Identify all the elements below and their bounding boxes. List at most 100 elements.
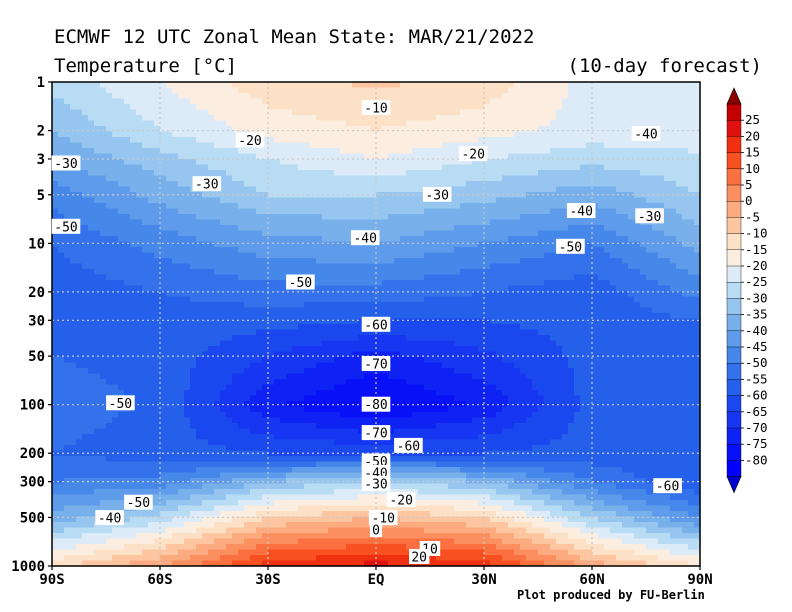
heatmap-cell <box>94 263 101 270</box>
heatmap-cell <box>76 192 83 199</box>
heatmap-cell <box>130 137 137 144</box>
heatmap-cell <box>610 98 617 105</box>
heatmap-cell <box>640 274 647 281</box>
heatmap-cell <box>688 307 695 314</box>
heatmap-cell <box>256 192 263 199</box>
heatmap-cell <box>202 126 209 133</box>
heatmap-cell <box>418 263 425 270</box>
heatmap-cell <box>184 263 191 270</box>
heatmap-cell <box>106 313 113 320</box>
heatmap-cell <box>394 219 401 226</box>
heatmap-cell <box>88 82 95 89</box>
heatmap-cell <box>130 120 137 127</box>
heatmap-cell <box>286 225 293 232</box>
heatmap-cell <box>298 181 305 188</box>
heatmap-cell <box>676 203 683 210</box>
heatmap-cell <box>532 104 539 111</box>
heatmap-cell <box>238 274 245 281</box>
heatmap-cell <box>304 197 311 204</box>
heatmap-cell <box>136 153 143 160</box>
heatmap-cell <box>598 197 605 204</box>
heatmap-cell <box>82 329 89 336</box>
heatmap-cell <box>466 302 473 309</box>
heatmap-cell <box>52 115 59 122</box>
heatmap-cell <box>442 87 449 94</box>
heatmap-cell <box>82 274 89 281</box>
heatmap-cell <box>118 324 125 331</box>
heatmap-cell <box>160 170 167 177</box>
heatmap-cell <box>646 302 653 309</box>
heatmap-cell <box>634 318 641 325</box>
heatmap-cell <box>634 159 641 166</box>
heatmap-cell <box>538 247 545 254</box>
heatmap-cell <box>466 203 473 210</box>
heatmap-cell <box>664 120 671 127</box>
heatmap-cell <box>262 296 269 303</box>
heatmap-cell <box>604 302 611 309</box>
heatmap-cell <box>568 225 575 232</box>
heatmap-cell <box>454 285 461 292</box>
heatmap-cell <box>526 120 533 127</box>
heatmap-cell <box>664 164 671 171</box>
heatmap-cell <box>190 82 197 89</box>
heatmap-cell <box>616 82 623 89</box>
heatmap-cell <box>64 175 71 182</box>
heatmap-cell <box>454 296 461 303</box>
heatmap-cell <box>592 186 599 193</box>
heatmap-cell <box>604 104 611 111</box>
heatmap-cell <box>406 214 413 221</box>
heatmap-cell <box>454 148 461 155</box>
heatmap-cell <box>196 291 203 298</box>
heatmap-cell <box>76 87 83 94</box>
heatmap-cell <box>508 115 515 122</box>
heatmap-cell <box>106 225 113 232</box>
heatmap-cell <box>166 82 173 89</box>
heatmap-cell <box>394 236 401 243</box>
heatmap-cell <box>106 296 113 303</box>
heatmap-cell <box>646 285 653 292</box>
heatmap-cell <box>130 131 137 138</box>
heatmap-cell <box>322 82 329 89</box>
heatmap-cell <box>256 93 263 100</box>
heatmap-cell <box>586 252 593 259</box>
heatmap-cell <box>220 296 227 303</box>
heatmap-cell <box>418 247 425 254</box>
heatmap-cell <box>682 236 689 243</box>
heatmap-cell <box>178 230 185 237</box>
heatmap-cell <box>322 98 329 105</box>
heatmap-cell <box>520 269 527 276</box>
heatmap-cell <box>454 142 461 149</box>
heatmap-cell <box>334 148 341 155</box>
heatmap-cell <box>502 219 509 226</box>
heatmap-cell <box>298 269 305 276</box>
heatmap-cell <box>616 137 623 144</box>
heatmap-cell <box>478 307 485 314</box>
heatmap-cell <box>76 324 83 331</box>
heatmap-cell <box>382 307 389 314</box>
heatmap-cell <box>454 109 461 116</box>
heatmap-cell <box>604 313 611 320</box>
heatmap-cell <box>58 93 65 100</box>
heatmap-cell <box>142 285 149 292</box>
heatmap-cell <box>220 313 227 320</box>
heatmap-cell <box>688 82 695 89</box>
heatmap-cell <box>370 252 377 259</box>
heatmap-cell <box>526 214 533 221</box>
heatmap-cell <box>622 230 629 237</box>
heatmap-cell <box>304 109 311 116</box>
heatmap-cell <box>106 153 113 160</box>
heatmap-cell <box>130 170 137 177</box>
heatmap-cell <box>352 120 359 127</box>
heatmap-cell <box>406 186 413 193</box>
heatmap-cell <box>664 274 671 281</box>
heatmap-cell <box>352 219 359 226</box>
heatmap-cell <box>208 192 215 199</box>
heatmap-cell <box>442 219 449 226</box>
heatmap-cell <box>244 219 251 226</box>
heatmap-cell <box>118 148 125 155</box>
heatmap-cell <box>280 175 287 182</box>
heatmap-cell <box>340 269 347 276</box>
heatmap-cell <box>670 170 677 177</box>
heatmap-cell <box>94 324 101 331</box>
heatmap-cell <box>616 219 623 226</box>
